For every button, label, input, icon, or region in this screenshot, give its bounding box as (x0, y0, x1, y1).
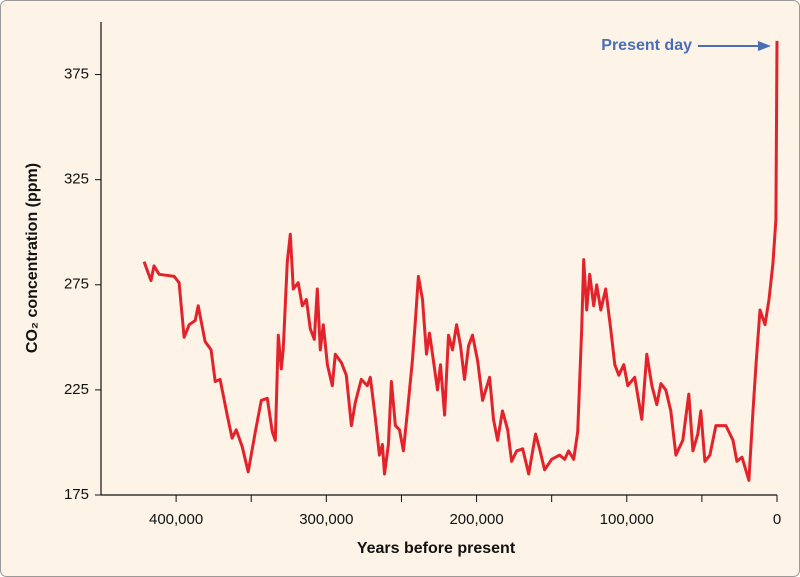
data-line (142, 40, 779, 482)
x-tick-label: 300,000 (299, 511, 353, 528)
x-tick-label: 100,000 (600, 511, 654, 528)
x-tick-label: 400,000 (149, 511, 203, 528)
x-tick-label: 0 (773, 511, 781, 528)
annotation-arrowhead (758, 41, 771, 51)
x-axis-label: Years before present (357, 540, 516, 557)
y-axis-label: CO₂ concentration (ppm) (24, 163, 41, 353)
y-tick-label: 275 (64, 276, 89, 293)
y-tick-label: 175 (64, 486, 89, 503)
y-tick-label: 225 (64, 381, 89, 398)
y-tick-label: 325 (64, 171, 89, 188)
annotation: Present day (601, 37, 692, 54)
y-tick-label: 375 (64, 66, 89, 83)
x-tick-label: 200,000 (449, 511, 503, 528)
